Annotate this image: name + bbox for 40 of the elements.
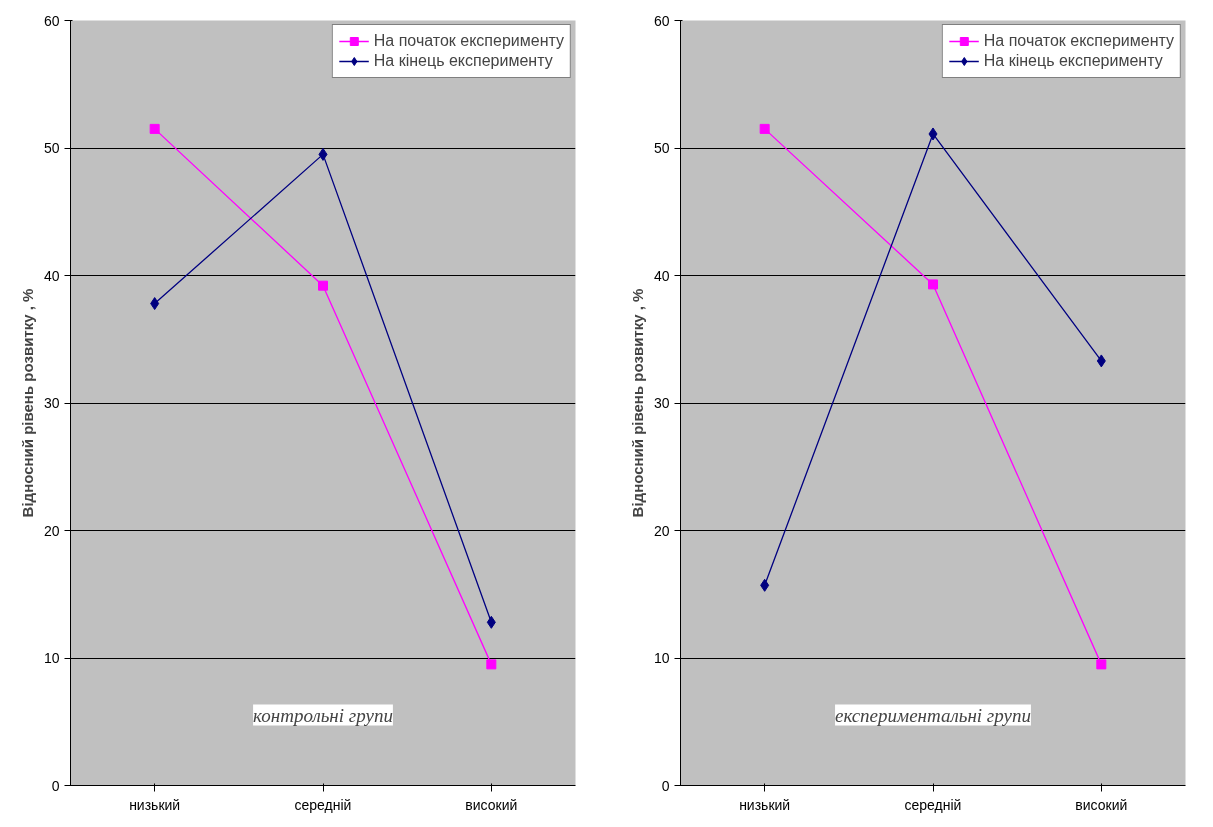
legend-label: На кінець експерименту [373, 52, 553, 70]
y-tick-label: 40 [43, 267, 60, 284]
annotation: експериментальні групи [835, 704, 1031, 726]
y-tick-label: 50 [653, 140, 670, 156]
x-tick-label: середній [904, 796, 962, 813]
y-tick-label: 10 [653, 650, 670, 666]
y-tick-label: 60 [653, 12, 670, 29]
point [760, 578, 770, 592]
point [150, 297, 160, 311]
annotation: контрольні групи [253, 704, 393, 726]
point [318, 147, 328, 161]
y-tick-label: 10 [43, 650, 60, 666]
y-axis-title: Відносний рівень розвитку , % [18, 288, 36, 518]
y-tick-label: 20 [653, 522, 670, 539]
y-tick-label: 20 [43, 522, 60, 539]
point [318, 280, 328, 291]
x-tick-label: високий [465, 796, 518, 813]
y-axis-title: Відносний рівень розвитку , % [628, 288, 646, 518]
y-tick-label: 30 [43, 395, 60, 411]
x-tick-label: середній [294, 796, 352, 813]
point [1096, 354, 1106, 368]
x-tick-label: високий [1075, 796, 1128, 813]
point [486, 615, 496, 629]
y-tick-label: 60 [43, 12, 60, 29]
legend-label: На початок експерименту [983, 32, 1174, 50]
y-tick-label: 30 [653, 395, 670, 411]
x-tick-label: низький [129, 796, 181, 813]
legend-label: На початок експерименту [373, 32, 564, 50]
point [928, 127, 938, 141]
y-tick-label: 40 [653, 267, 670, 284]
x-tick-label: низький [739, 796, 791, 813]
y-tick-label: 0 [51, 777, 60, 794]
point [486, 659, 497, 670]
legend-label: На кінець експерименту [983, 52, 1163, 70]
point [1096, 659, 1107, 670]
point [759, 123, 770, 134]
y-tick-label: 0 [661, 777, 670, 794]
point [928, 279, 938, 290]
point [149, 123, 160, 134]
y-tick-label: 50 [43, 140, 60, 156]
